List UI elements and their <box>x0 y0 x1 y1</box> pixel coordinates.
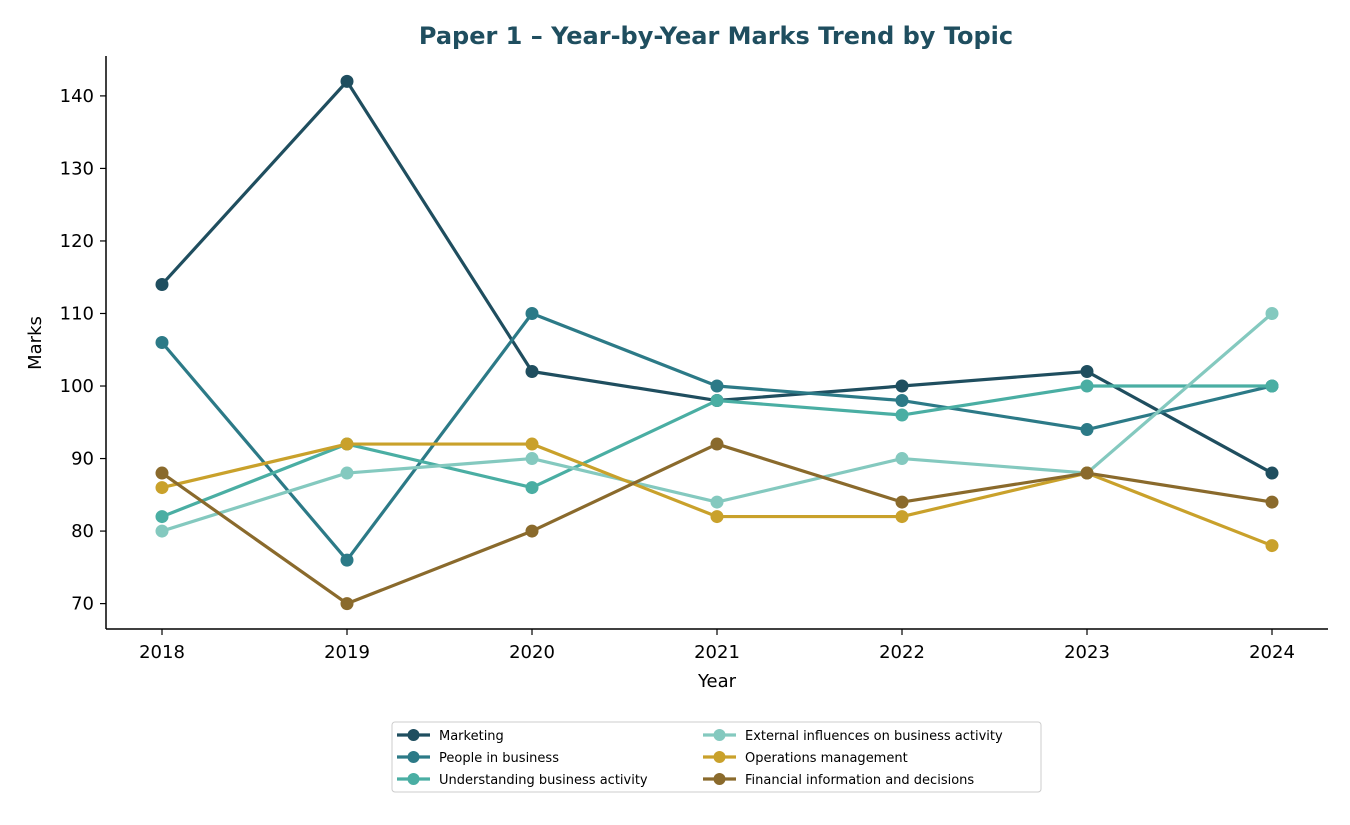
y-tick-label: 100 <box>60 376 94 397</box>
y-tick-label: 110 <box>60 303 94 324</box>
legend: Marketing People in business Understanding… <box>391 721 1042 793</box>
x-tick-label: 2020 <box>509 642 555 663</box>
legend-label: Operations management <box>745 751 908 766</box>
series-1 <box>155 306 1279 567</box>
data-point <box>155 481 169 495</box>
series-3 <box>155 306 1279 538</box>
legend-item: Operations management <box>703 751 908 766</box>
data-point <box>1265 306 1279 320</box>
legend-swatch-marker <box>713 751 726 763</box>
y-tick-label: 140 <box>60 86 94 107</box>
series-line <box>160 442 1274 548</box>
data-point <box>1265 495 1279 509</box>
series-line <box>160 79 1274 475</box>
data-point <box>525 365 539 379</box>
data-point <box>340 437 354 451</box>
data-point <box>1265 466 1279 480</box>
data-point <box>1080 365 1094 379</box>
data-point <box>155 510 169 524</box>
data-point <box>340 74 354 88</box>
data-point <box>895 379 909 393</box>
data-point <box>1080 379 1094 393</box>
legend-swatch-marker <box>713 729 726 741</box>
data-point <box>895 452 909 466</box>
data-point <box>525 437 539 451</box>
x-tick-label: 2021 <box>694 642 740 663</box>
series-line <box>160 311 1274 562</box>
x-tick-label: 2023 <box>1064 642 1110 663</box>
y-tick-label: 130 <box>60 158 94 179</box>
x-tick-label: 2018 <box>139 642 185 663</box>
data-point <box>525 481 539 495</box>
y-axis-label: Marks <box>25 316 46 370</box>
data-point <box>155 466 169 480</box>
chart-title: Paper 1 – Year-by-Year Marks Trend by To… <box>419 22 1013 50</box>
x-tick-label: 2019 <box>324 642 370 663</box>
data-point <box>895 408 909 422</box>
data-point <box>710 394 724 408</box>
y-tick-label: 90 <box>71 449 94 470</box>
data-point <box>525 452 539 466</box>
data-point <box>340 466 354 480</box>
legend-item: External influences on business activity <box>703 729 1003 744</box>
data-point <box>710 495 724 509</box>
x-ticks: 2018 2019 2020 2021 2022 2023 2024 <box>139 629 1295 663</box>
data-point <box>895 394 909 408</box>
legend-label: Marketing <box>439 729 504 744</box>
legend-swatch-marker <box>407 751 420 763</box>
axes <box>105 56 1328 630</box>
data-point <box>155 524 169 538</box>
series-line <box>160 442 1274 606</box>
legend-item: Understanding business activity <box>397 773 648 788</box>
data-point <box>710 510 724 524</box>
legend-items: Marketing People in business Understanding… <box>397 729 1003 788</box>
legend-item: Marketing <box>397 729 504 744</box>
data-point <box>1080 423 1094 437</box>
data-point <box>525 306 539 320</box>
x-axis-label: Year <box>697 671 737 692</box>
series-layer <box>155 74 1279 611</box>
y-tick-label: 70 <box>71 594 94 615</box>
y-tick-label: 120 <box>60 231 94 252</box>
legend-item: Financial information and decisions <box>703 773 974 788</box>
y-tick-label: 80 <box>71 521 94 542</box>
data-point <box>710 437 724 451</box>
data-point <box>895 510 909 524</box>
x-tick-label: 2022 <box>879 642 925 663</box>
legend-label: External influences on business activity <box>745 729 1003 744</box>
data-point <box>895 495 909 509</box>
data-point <box>1265 539 1279 553</box>
data-point <box>155 277 169 291</box>
legend-label: Understanding business activity <box>439 773 648 788</box>
legend-item: People in business <box>397 751 559 766</box>
legend-swatch-marker <box>407 729 420 741</box>
legend-label: People in business <box>439 751 559 766</box>
legend-swatch-marker <box>713 773 726 785</box>
data-point <box>1265 379 1279 393</box>
legend-swatch-marker <box>407 773 420 785</box>
data-point <box>155 336 169 349</box>
legend-label: Financial information and decisions <box>745 773 974 788</box>
data-point <box>525 524 539 538</box>
data-point <box>1080 466 1094 480</box>
series-5 <box>155 437 1279 611</box>
x-tick-label: 2024 <box>1249 642 1295 663</box>
data-point <box>340 553 354 567</box>
series-0 <box>155 74 1279 480</box>
data-point <box>710 379 724 393</box>
y-ticks: 70 80 90 100 110 120 130 140 <box>60 86 106 615</box>
data-point <box>340 597 354 611</box>
